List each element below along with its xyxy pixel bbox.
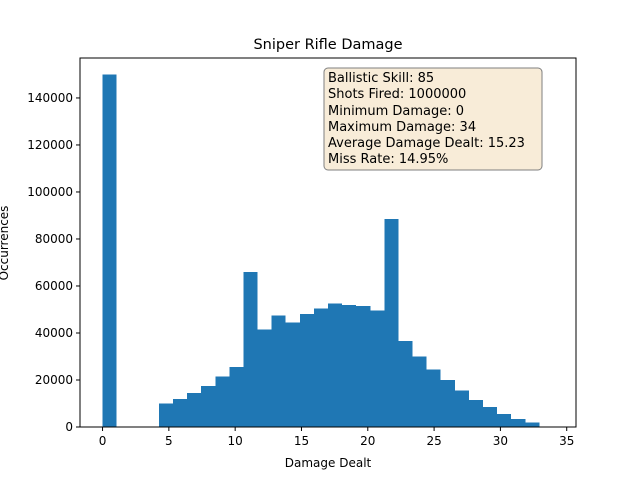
x-tick-label-5: 5 <box>165 434 173 448</box>
histogram-bar-26 <box>511 418 526 427</box>
histogram-bar-22 <box>454 390 469 427</box>
histogram-bar-5 <box>215 376 230 427</box>
histogram-bar-20 <box>426 369 441 427</box>
x-axis-ticks: 0 5 10 15 20 25 30 35 <box>99 427 574 448</box>
x-tick-label-35: 35 <box>559 434 574 448</box>
info-box-background <box>323 67 543 171</box>
y-tick-label-0: 0 <box>65 420 73 434</box>
histogram-bar-2 <box>173 398 188 427</box>
info-line-shots-fired: Shots Fired: 1000000 <box>328 87 466 102</box>
y-axis-label: Occurrences <box>0 206 11 281</box>
histogram-bar-8 <box>257 329 272 427</box>
y-tick-label-120000: 120000 <box>27 138 73 152</box>
x-tick-label-0: 0 <box>99 434 107 448</box>
histogram-bar-0 <box>102 74 117 427</box>
histogram-bar-7 <box>243 271 258 427</box>
histogram-bar-23 <box>468 399 483 427</box>
stats-info-box: Ballistic Skill: 85 Shots Fired: 1000000… <box>323 67 543 171</box>
x-tick-label-15: 15 <box>294 434 309 448</box>
histogram-bar-12 <box>313 308 328 427</box>
info-line-minimum-damage: Minimum Damage: 0 <box>328 104 464 119</box>
y-tick-label-60000: 60000 <box>35 279 73 293</box>
y-axis-ticks: 0 20000 40000 60000 80000 100000 120000 140000 <box>27 91 80 434</box>
x-tick-label-20: 20 <box>360 434 375 448</box>
histogram-bar-19 <box>412 356 427 427</box>
info-line-ballistic-skill: Ballistic Skill: 85 <box>328 71 434 86</box>
histogram-bar-14 <box>342 304 357 427</box>
y-tick-label-80000: 80000 <box>35 232 73 246</box>
histogram-bar-13 <box>328 303 343 427</box>
bars-group <box>102 74 540 427</box>
info-line-maximum-damage: Maximum Damage: 34 <box>328 120 476 135</box>
histogram-bar-18 <box>398 341 413 427</box>
plot-frame <box>79 57 577 428</box>
x-axis-label: Damage Dealt <box>285 456 372 470</box>
x-tick-label-30: 30 <box>493 434 508 448</box>
histogram-bar-9 <box>271 315 286 427</box>
y-tick-label-140000: 140000 <box>27 91 73 105</box>
histogram-bar-25 <box>497 414 512 427</box>
histogram-bar-15 <box>356 305 371 427</box>
histogram-bar-10 <box>285 322 300 427</box>
histogram-bar-1 <box>158 403 173 427</box>
info-line-average-damage: Average Damage Dealt: 15.23 <box>328 136 525 151</box>
histogram-bar-3 <box>187 392 202 427</box>
histogram-bar-21 <box>440 379 455 427</box>
histogram-bar-16 <box>370 310 385 427</box>
histogram-bar-17 <box>384 218 399 427</box>
info-line-miss-rate: Miss Rate: 14.95% <box>328 152 448 167</box>
chart-title: Sniper Rifle Damage <box>253 37 402 53</box>
y-tick-label-20000: 20000 <box>35 373 73 387</box>
y-tick-label-40000: 40000 <box>35 326 73 340</box>
histogram-bar-24 <box>483 407 498 427</box>
y-tick-label-100000: 100000 <box>27 185 73 199</box>
histogram-bar-11 <box>299 314 314 427</box>
x-tick-label-10: 10 <box>228 434 243 448</box>
histogram-bar-4 <box>201 385 216 427</box>
histogram-bar-27 <box>525 422 540 427</box>
x-tick-label-25: 25 <box>426 434 441 448</box>
histogram-bar-6 <box>229 367 244 427</box>
